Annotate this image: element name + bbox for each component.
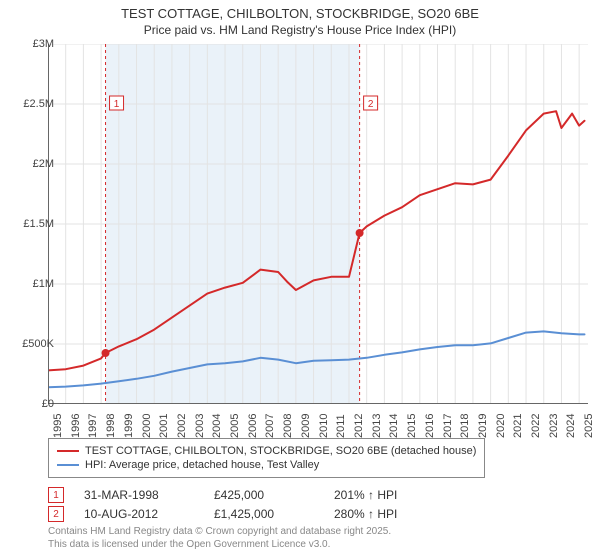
x-tick-label: 1997 [87, 414, 99, 438]
footer-line-1: Contains HM Land Registry data © Crown c… [48, 526, 391, 539]
title-block: TEST COTTAGE, CHILBOLTON, STOCKBRIDGE, S… [0, 0, 600, 38]
footer: Contains HM Land Registry data © Crown c… [48, 526, 391, 551]
x-tick-label: 2023 [548, 414, 560, 438]
x-tick-label: 2007 [264, 414, 276, 438]
x-tick-label: 2012 [353, 414, 365, 438]
x-tick-label: 2024 [565, 414, 577, 438]
data-row-2: 2 10-AUG-2012 £1,425,000 280% ↑ HPI [48, 506, 397, 522]
y-tick-label: £2.5M [23, 98, 54, 110]
data-date-2: 10-AUG-2012 [84, 507, 214, 521]
legend-swatch-red [57, 450, 79, 452]
x-tick-label: 2019 [477, 414, 489, 438]
x-tick-label: 2009 [300, 414, 312, 438]
x-tick-label: 1995 [52, 414, 64, 438]
x-tick-label: 2004 [211, 414, 223, 438]
legend: TEST COTTAGE, CHILBOLTON, STOCKBRIDGE, S… [48, 438, 485, 478]
x-tick-label: 2011 [335, 414, 347, 438]
y-tick-label: £0 [42, 398, 54, 410]
data-pct-2: 280% ↑ HPI [334, 507, 397, 521]
x-tick-label: 1996 [70, 414, 82, 438]
x-tick-label: 2013 [371, 414, 383, 438]
x-tick-label: 2014 [388, 414, 400, 438]
footer-line-2: This data is licensed under the Open Gov… [48, 539, 391, 552]
x-tick-label: 2015 [406, 414, 418, 438]
x-tick-label: 2010 [318, 414, 330, 438]
legend-label-1: TEST COTTAGE, CHILBOLTON, STOCKBRIDGE, S… [85, 445, 476, 457]
svg-text:2: 2 [368, 99, 374, 110]
title-line-1: TEST COTTAGE, CHILBOLTON, STOCKBRIDGE, S… [0, 6, 600, 23]
x-tick-label: 2006 [247, 414, 259, 438]
x-tick-label: 2018 [459, 414, 471, 438]
chart-svg: 12 [48, 44, 588, 404]
legend-item-1: TEST COTTAGE, CHILBOLTON, STOCKBRIDGE, S… [57, 445, 476, 457]
legend-label-2: HPI: Average price, detached house, Test… [85, 459, 319, 471]
x-tick-label: 2001 [158, 414, 170, 438]
price-data-rows: 1 31-MAR-1998 £425,000 201% ↑ HPI 2 10-A… [48, 484, 397, 525]
y-tick-label: £1.5M [23, 218, 54, 230]
y-tick-label: £500K [22, 338, 54, 350]
x-tick-label: 2003 [194, 414, 206, 438]
svg-text:1: 1 [114, 99, 120, 110]
x-tick-label: 2005 [229, 414, 241, 438]
x-tick-label: 2000 [141, 414, 153, 438]
x-tick-label: 1999 [123, 414, 135, 438]
data-price-2: £1,425,000 [214, 507, 334, 521]
x-tick-label: 2002 [176, 414, 188, 438]
data-date-1: 31-MAR-1998 [84, 488, 214, 502]
data-pct-1: 201% ↑ HPI [334, 488, 397, 502]
legend-swatch-blue [57, 464, 79, 466]
x-tick-label: 2021 [512, 414, 524, 438]
data-badge-1: 1 [48, 487, 64, 503]
y-tick-label: £3M [33, 38, 54, 50]
x-tick-label: 1998 [105, 414, 117, 438]
x-tick-label: 2025 [583, 414, 595, 438]
x-tick-label: 2016 [424, 414, 436, 438]
x-tick-label: 2020 [495, 414, 507, 438]
x-tick-label: 2022 [530, 414, 542, 438]
x-tick-label: 2017 [442, 414, 454, 438]
y-tick-label: £1M [33, 278, 54, 290]
data-row-1: 1 31-MAR-1998 £425,000 201% ↑ HPI [48, 487, 397, 503]
chart-container: TEST COTTAGE, CHILBOLTON, STOCKBRIDGE, S… [0, 0, 600, 560]
data-price-1: £425,000 [214, 488, 334, 502]
x-tick-label: 2008 [282, 414, 294, 438]
title-line-2: Price paid vs. HM Land Registry's House … [0, 23, 600, 39]
y-tick-label: £2M [33, 158, 54, 170]
data-badge-2: 2 [48, 506, 64, 522]
legend-item-2: HPI: Average price, detached house, Test… [57, 459, 476, 471]
chart-area: 12 [48, 44, 588, 404]
